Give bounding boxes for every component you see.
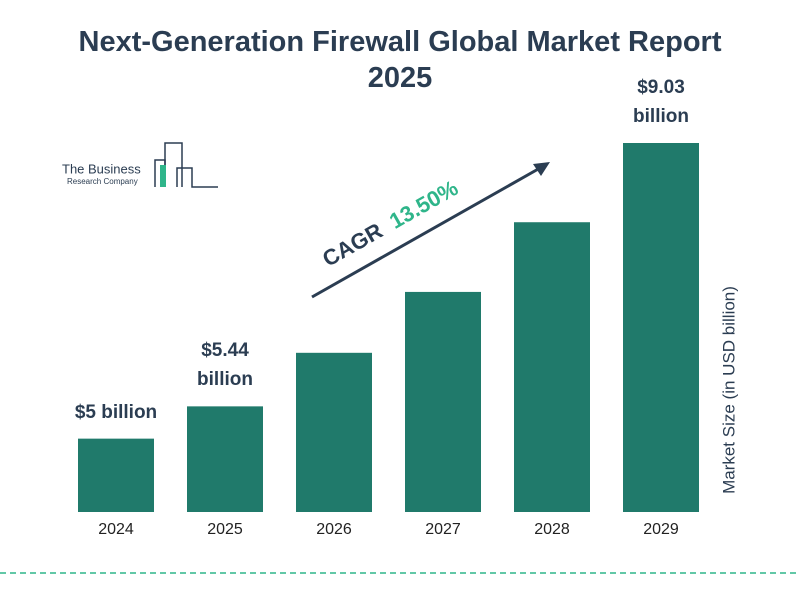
cagr-value: 13.50%: [385, 175, 462, 234]
bar: [623, 143, 699, 512]
x-tick-label: 2028: [534, 521, 570, 538]
x-tick-label: 2029: [643, 521, 679, 538]
chart-title: Next-Generation Firewall Global Market R…: [78, 26, 722, 94]
y-axis-label: Market Size (in USD billion): [719, 286, 738, 494]
bar: [187, 406, 263, 512]
value-label: $5.44 billion: [197, 340, 253, 391]
value-label: $5 billion: [74, 401, 158, 423]
bar: [78, 438, 154, 512]
logo: The Business Research Company: [62, 142, 218, 188]
bar: [296, 352, 372, 512]
logo-line2: Research Company: [67, 177, 138, 186]
x-tick-label: 2026: [316, 521, 352, 538]
cagr-label: CAGR: [318, 218, 387, 272]
value-label: $9.03 billion: [633, 77, 689, 127]
x-tick-label: 2025: [207, 521, 243, 538]
bar: [514, 222, 590, 512]
x-tick-label: 2027: [425, 521, 461, 538]
cagr-arrow: [311, 166, 541, 299]
logo-line1: The Business: [62, 161, 141, 176]
bar: [405, 291, 481, 512]
cagr-arrowhead: [533, 162, 550, 176]
x-tick-label: 2024: [98, 521, 134, 538]
